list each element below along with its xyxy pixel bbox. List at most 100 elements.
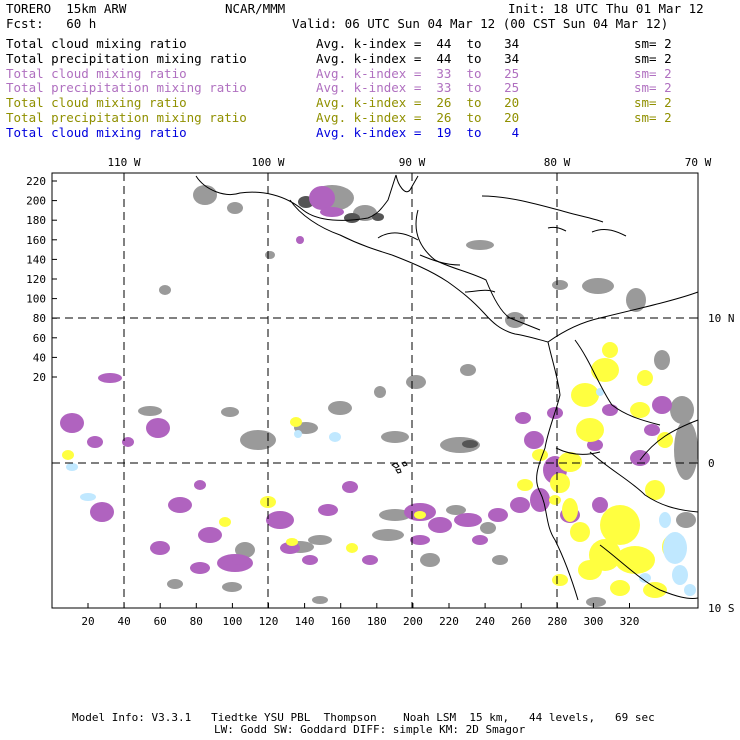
gray-cloud-region	[582, 278, 614, 294]
purple-cloud-region	[410, 535, 430, 545]
yellow-cloud-region	[562, 498, 578, 522]
yellow-cloud-region	[286, 538, 298, 546]
legend-range-label: Avg. k-index = 26 to 20	[316, 110, 520, 125]
x-tick-label: 80	[190, 615, 203, 628]
y-tick-label: 140	[26, 253, 46, 266]
x-tick-label: 160	[331, 615, 351, 628]
yellow-cloud-region	[615, 546, 655, 574]
purple-cloud-region	[266, 511, 294, 529]
gray-cloud-region	[328, 401, 352, 415]
purple-cloud-region	[342, 481, 358, 493]
x-tick-label: 40	[117, 615, 130, 628]
coastlines	[195, 174, 699, 601]
purple-cloud-region	[87, 436, 103, 448]
legend-field-label: Total precipitation mixing ratio	[6, 80, 247, 96]
y-tick-label: 60	[33, 332, 46, 345]
y-tick-label: 220	[26, 175, 46, 188]
gray-cloud-region	[626, 288, 646, 312]
gray-cloud-region	[159, 285, 171, 295]
legend-range-label: Avg. k-index = 33 to 25	[316, 80, 520, 96]
longitude-label: 110 W	[107, 156, 140, 169]
gray-cloud-region	[406, 375, 426, 389]
y-tick-label: 200	[26, 195, 46, 208]
footer-physics-info: LW: Godd SW: Goddard DIFF: simple KM: 2D…	[214, 723, 526, 736]
purple-cloud-region	[194, 480, 206, 490]
yellow-cloud-region	[549, 495, 561, 505]
dark-cloud-region	[344, 213, 360, 223]
yellow-cloud-region	[576, 418, 604, 442]
purple-cloud-region	[302, 555, 318, 565]
gray-cloud-region	[446, 505, 466, 515]
legend-field-label: Total cloud mixing ratio	[6, 65, 187, 81]
yellow-cloud-region	[610, 580, 630, 596]
x-tick-label: 120	[259, 615, 279, 628]
purple-cloud-region	[296, 236, 304, 244]
yellow-cloud-region	[552, 574, 568, 586]
border-3	[464, 289, 496, 293]
y-tick-label: 20	[33, 371, 46, 384]
yellow-cloud-region	[645, 480, 665, 500]
gray-cloud-region	[167, 579, 183, 589]
cuba	[481, 195, 604, 223]
purple-cloud-region	[592, 497, 608, 513]
gray-cloud-region	[379, 509, 411, 521]
yellow-cloud-region	[517, 479, 533, 491]
valid-time: Valid: 06 UTC Sun 04 Mar 12 (00 CST Sun …	[292, 16, 669, 31]
gray-cloud-region	[586, 597, 606, 607]
axis-labels: 220 200 180 160 140 120 100 80 60 40 20 20 40 60 80 100…	[26, 156, 734, 628]
lightblue-cloud-region	[672, 565, 688, 585]
lightblue-cloud-region	[639, 573, 651, 583]
dark-cloud-region	[462, 440, 478, 448]
mexico-south-coast	[289, 199, 393, 256]
gray-cloud-region	[227, 202, 243, 214]
yellow-cloud-region	[532, 449, 548, 461]
border-colombia	[574, 339, 661, 426]
x-tick-label: 240	[475, 615, 495, 628]
legend-smoothing-label: sm= 2	[634, 36, 672, 51]
legend-field-label: Total precipitation mixing ratio	[6, 50, 247, 66]
border-ecuador	[555, 447, 601, 455]
x-tick-label: 220	[439, 615, 459, 628]
gray-cloud-region	[235, 542, 255, 558]
legend-field-label: Total cloud mixing ratio	[6, 124, 187, 140]
gray-cloud-region	[552, 280, 568, 290]
x-tick-label: 180	[367, 615, 387, 628]
yellow-cloud-region	[290, 417, 302, 427]
purple-cloud-region	[98, 373, 122, 383]
y-tick-label: 40	[33, 351, 46, 364]
legend-field-label: Total cloud mixing ratio	[6, 95, 187, 111]
gray-cloud-region	[480, 522, 496, 534]
gray-cloud-region	[460, 364, 476, 376]
legend-range-label: Avg. k-index = 33 to 25	[316, 65, 520, 81]
legend-smoothing-label: sm= 2	[634, 95, 672, 111]
purple-cloud-region	[198, 527, 222, 543]
yellow-cloud-region	[62, 450, 74, 460]
purple-cloud-region	[168, 497, 192, 513]
yellow-cloud-region	[591, 358, 619, 382]
y-tick-label: 100	[26, 293, 46, 306]
gray-cloud-region	[221, 407, 239, 417]
purple-cloud-region	[524, 431, 544, 449]
purple-cloud-region	[320, 207, 344, 217]
gray-cloud-region	[381, 431, 409, 443]
south-america-west-coast	[536, 341, 579, 601]
purple-cloud-region	[146, 418, 170, 438]
org-label: NCAR/MMM	[225, 1, 286, 16]
purple-cloud-region	[510, 497, 530, 513]
purple-cloud-region	[318, 504, 338, 516]
purple-cloud-region	[90, 502, 114, 522]
x-tick-label: 100	[222, 615, 242, 628]
legend-smoothing-label: sm= 2	[634, 65, 672, 81]
y-tick-label: 80	[33, 312, 46, 325]
purple-cloud-region	[587, 439, 603, 451]
x-tick-label: 140	[295, 615, 315, 628]
yellow-cloud-region	[630, 402, 650, 418]
legend-smoothing-label: sm= 2	[634, 110, 672, 125]
gray-cloud-region	[676, 512, 696, 528]
x-tick-label: 320	[620, 615, 640, 628]
x-tick-label: 260	[511, 615, 531, 628]
mexico-coast	[195, 174, 397, 221]
gray-cloud-region	[674, 420, 698, 480]
yellow-cloud-region	[550, 473, 570, 493]
forecast-hour: Fcst: 60 h	[6, 16, 97, 31]
